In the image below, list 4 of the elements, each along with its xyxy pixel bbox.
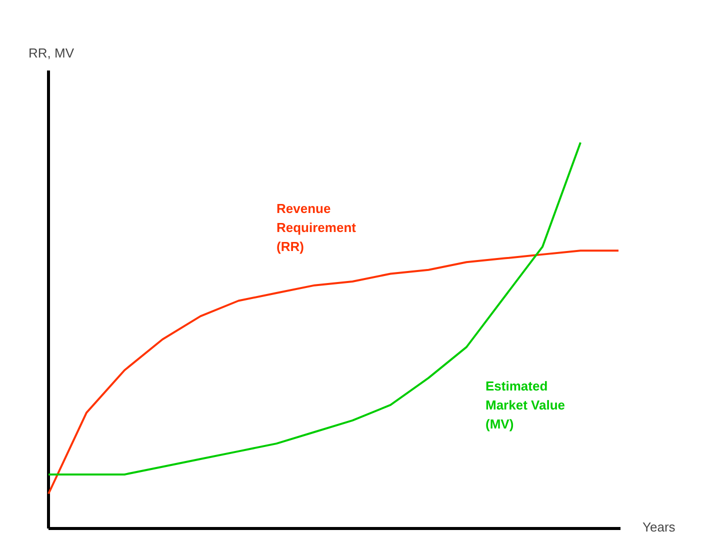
text: Estimated Market Value (MV)	[486, 378, 565, 432]
text: RR, MV	[28, 46, 74, 60]
text: Revenue Requirement (RR)	[276, 200, 357, 254]
x-axis-title: Years	[642, 520, 676, 534]
